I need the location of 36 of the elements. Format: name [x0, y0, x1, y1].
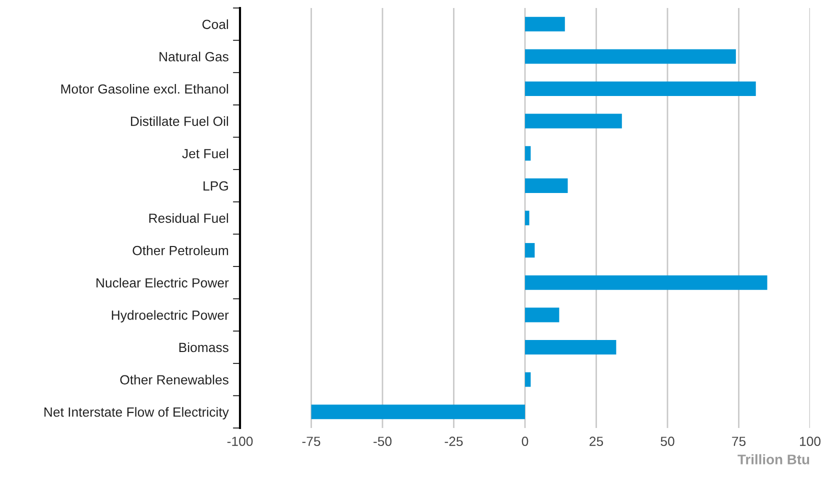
- y-tick-label: Other Petroleum: [132, 246, 228, 256]
- bar: [525, 146, 531, 161]
- bar: [525, 275, 768, 290]
- y-tick-label: Natural Gas: [160, 52, 228, 62]
- y-tick-label: Residual Fuel: [149, 213, 228, 223]
- x-tick-label: -75: [302, 436, 320, 446]
- y-tick-label: Biomass: [179, 342, 228, 352]
- x-tick-label: 75: [732, 436, 746, 446]
- y-tick-label: Nuclear Electric Power: [96, 278, 229, 288]
- bar: [311, 404, 525, 420]
- bar: [525, 210, 530, 226]
- bar: [525, 243, 535, 258]
- y-tick-label: Other Renewables: [120, 374, 228, 384]
- bar: [525, 372, 531, 387]
- y-tick-label: Motor Gasoline excl. Ethanol: [61, 84, 228, 94]
- bar: [525, 82, 756, 96]
- bar: [525, 308, 560, 322]
- y-tick-label: Jet Fuel: [182, 148, 228, 158]
- y-tick-label: LPG: [204, 181, 228, 191]
- bar: [525, 114, 622, 128]
- bar: [525, 16, 565, 32]
- x-tick-label: 25: [590, 436, 604, 446]
- bar: [525, 178, 568, 193]
- y-tick-label: Hydroelectric Power: [112, 310, 229, 322]
- x-tick-label: 50: [660, 436, 674, 446]
- x-tick-label: -50: [374, 436, 392, 446]
- bar: [525, 340, 616, 354]
- bar: [525, 49, 736, 64]
- x-axis-title: Trillion Btu: [738, 454, 810, 464]
- x-tick-label: 0: [522, 436, 528, 446]
- x-tick-label: -25: [444, 436, 463, 446]
- x-tick-label: -100: [227, 436, 253, 446]
- y-tick-label: Distillate Fuel Oil: [130, 116, 228, 126]
- x-tick-label: 100: [800, 436, 820, 446]
- y-tick-label: Coal: [202, 19, 228, 30]
- y-tick-label: Net Interstate Flow of Electricity: [44, 407, 229, 420]
